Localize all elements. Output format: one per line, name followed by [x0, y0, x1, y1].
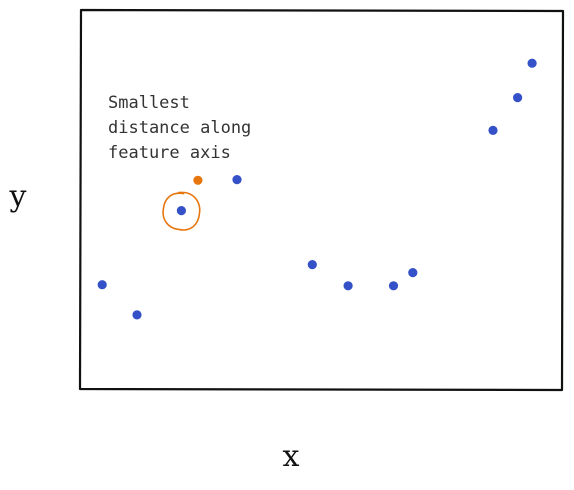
- data-point-s0-1: [132, 310, 141, 319]
- data-point-s0-9: [513, 93, 522, 102]
- plot-frame: [80, 10, 563, 390]
- data-point-s0-4: [308, 260, 317, 269]
- data-point-s0-10: [528, 59, 537, 68]
- data-point-s0-6: [389, 281, 398, 290]
- annotation-line-2: feature axis: [108, 143, 231, 163]
- data-point-s0-5: [344, 281, 353, 290]
- annotation-line-1: distance along: [108, 118, 251, 138]
- data-point-s0-3: [232, 175, 241, 184]
- data-point-s0-2: [177, 206, 186, 215]
- data-point-s1-0: [193, 176, 202, 185]
- data-point-s0-8: [488, 126, 497, 135]
- annotation-line-0: Smallest: [108, 93, 190, 113]
- annotation: Smallest distance along feature axis: [108, 93, 251, 163]
- data-point-s0-0: [98, 280, 107, 289]
- y-axis-label: y: [9, 179, 27, 214]
- data-point-s0-7: [408, 268, 417, 277]
- x-axis-label: x: [283, 439, 300, 474]
